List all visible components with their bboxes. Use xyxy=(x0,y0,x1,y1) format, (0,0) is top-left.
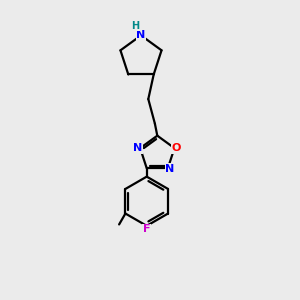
Text: F: F xyxy=(143,224,151,234)
Text: H: H xyxy=(131,21,140,31)
Text: N: N xyxy=(136,30,146,40)
Text: N: N xyxy=(134,143,143,153)
Text: O: O xyxy=(172,143,181,153)
Text: N: N xyxy=(165,164,175,174)
